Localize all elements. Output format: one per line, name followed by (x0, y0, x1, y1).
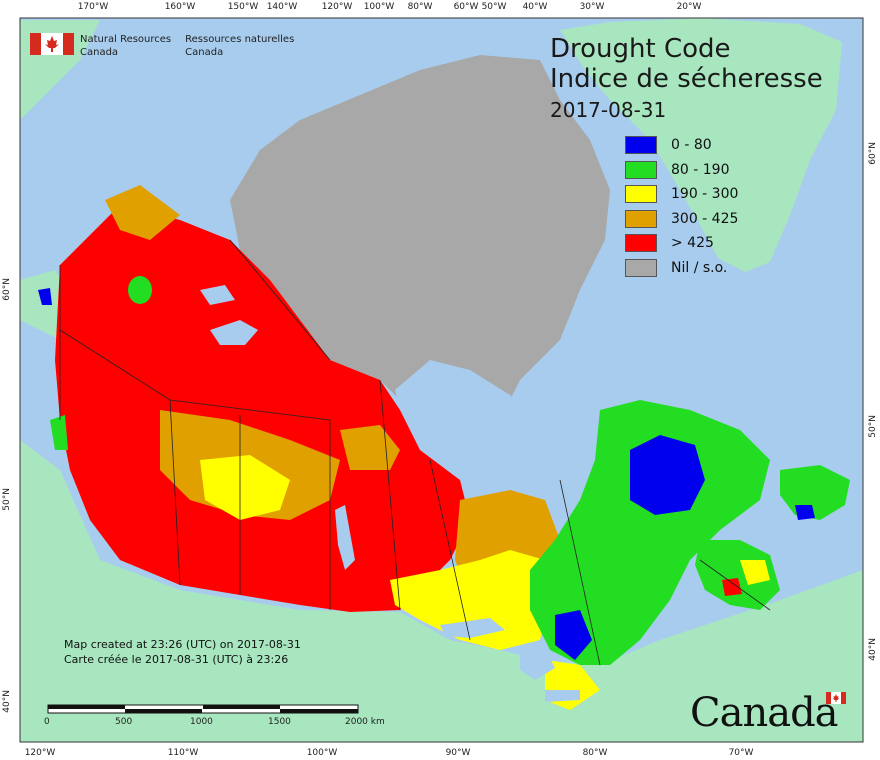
legend-swatch (625, 160, 657, 179)
map-border (19, 17, 864, 743)
scale-label-1500: 1500 (268, 717, 291, 727)
canada-flag-icon (30, 33, 74, 55)
province-borders (59, 239, 771, 666)
legend-swatch (625, 234, 657, 253)
tick-right-50n: 50°N (868, 415, 878, 438)
great-slave-lake (210, 320, 258, 345)
tick-top-80w: 80°W (407, 2, 433, 12)
tick-bottom-110w: 110°W (167, 748, 199, 758)
map-title: Drought Code Indice de sécheresse 2017-0… (550, 34, 823, 124)
scale-bar (47, 704, 359, 714)
zone-red-maritimes (722, 578, 742, 596)
zone-orange-north (105, 185, 180, 240)
scale-label-1000: 1000 (190, 717, 213, 727)
legend-label: 300 - 425 (671, 210, 739, 227)
legend-swatch (625, 136, 657, 155)
agency-name-en-1: Natural Resources (80, 34, 172, 45)
agency-name-fr-2: Canada (185, 47, 224, 58)
tick-bottom-120w: 120°W (24, 748, 56, 758)
tick-top-50w: 50°W (481, 2, 507, 12)
tick-right-60n: 60°N (868, 142, 878, 165)
legend-swatch (625, 185, 657, 204)
legend-item: 300 - 425 (625, 207, 738, 232)
scale-label-500: 500 (115, 717, 133, 727)
legend-label: Nil / s.o. (671, 259, 728, 276)
tick-top-160w: 160°W (164, 2, 196, 12)
title-french: Indice de sécheresse (550, 64, 823, 94)
wordmark-flag-icon (826, 692, 846, 704)
canada-wordmark: Canada (690, 690, 839, 736)
usa (20, 440, 863, 742)
title-date: 2017-08-31 (550, 98, 667, 122)
legend-item: Nil / s.o. (625, 256, 738, 281)
tick-right-40n: 40°N (868, 638, 878, 661)
lake-erie (545, 690, 580, 702)
lake-superior (440, 618, 505, 638)
zone-green-maritimes (695, 540, 780, 610)
lake-winnipeg (335, 505, 355, 570)
tick-top-20w: 20°W (676, 2, 702, 12)
zone-green-nw (128, 276, 152, 304)
legend-label: > 425 (671, 235, 714, 252)
tick-top-150w: 150°W (227, 2, 259, 12)
legend-swatch (625, 258, 657, 277)
legend-item: 80 - 190 (625, 158, 738, 183)
tick-left-60n: 60°N (2, 278, 12, 301)
agency-name-en-2: Canada (80, 47, 119, 58)
tick-left-40n: 40°N (2, 690, 12, 713)
scale-label-2000: 2000 km (345, 717, 385, 727)
zone-green-west-coast (50, 415, 68, 450)
creation-note-en: Map created at 23:26 (UTC) on 2017-08-31 (64, 638, 301, 651)
arctic-islands (230, 55, 610, 440)
tick-top-40w: 40°W (522, 2, 548, 12)
tick-bottom-70w: 70°W (728, 748, 754, 758)
tick-bottom-100w: 100°W (306, 748, 338, 758)
agency-signature: Natural Resources Canada Ressources natu… (30, 33, 308, 59)
great-bear-lake (200, 285, 235, 305)
tick-left-50n: 50°N (2, 488, 12, 511)
legend-label: 0 - 80 (671, 137, 712, 154)
tick-bottom-90w: 90°W (445, 748, 471, 758)
tick-top-170w: 170°W (77, 2, 109, 12)
scale-label-0: 0 (44, 717, 50, 727)
zone-green-quebec (530, 400, 770, 665)
tick-top-120w: 120°W (321, 2, 353, 12)
hudson-bay (395, 360, 545, 480)
lake-huron (520, 648, 555, 680)
legend-item: 0 - 80 (625, 133, 738, 158)
agency-name-fr-1: Ressources naturelles (185, 34, 295, 45)
legend-label: 80 - 190 (671, 161, 730, 178)
zone-red-west (55, 205, 470, 612)
zone-blue-newfoundland (795, 505, 815, 520)
creation-note: Map created at 23:26 (UTC) on 2017-08-31… (64, 637, 301, 667)
legend-item: > 425 (625, 231, 738, 256)
legend-swatch (625, 209, 657, 228)
tick-bottom-80w: 80°W (582, 748, 608, 758)
zone-yellow-central (200, 455, 290, 520)
zone-yellow-ontario (390, 550, 550, 650)
legend: 0 - 80 80 - 190 190 - 300 300 - 425 > 425 Nil… (625, 133, 738, 280)
legend-item: 190 - 300 (625, 182, 738, 207)
tick-top-100w: 100°W (363, 2, 395, 12)
tick-top-140w: 140°W (266, 2, 298, 12)
zone-blue-west-coast (38, 288, 52, 305)
zone-blue-quebec (630, 435, 705, 515)
creation-note-fr: Carte créée le 2017-08-31 (UTC) à 23:26 (64, 653, 289, 666)
zone-yellow-maritimes (740, 560, 770, 585)
tick-top-60w: 60°W (453, 2, 479, 12)
title-english: Drought Code (550, 34, 731, 64)
legend-label: 190 - 300 (671, 186, 739, 203)
tick-top-30w: 30°W (579, 2, 605, 12)
zone-blue-south (555, 610, 592, 660)
greenland (560, 18, 842, 272)
